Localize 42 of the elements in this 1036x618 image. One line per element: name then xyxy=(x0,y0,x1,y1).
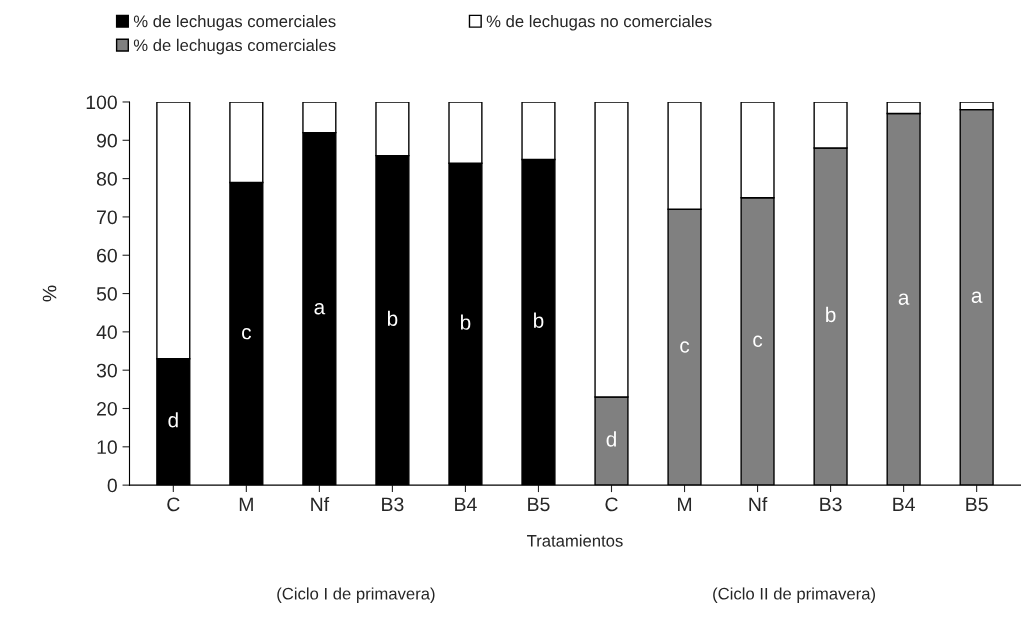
data-label: d xyxy=(606,431,616,447)
x-tick-label: B3 xyxy=(820,497,842,512)
text: (Ciclo I de primavera) xyxy=(277,587,435,603)
y-tick-label: 40 xyxy=(96,325,117,340)
legend-label: % de lechugas comerciales xyxy=(133,15,336,31)
x-tick-label: Nf xyxy=(311,496,330,512)
x-tick-label: Nf xyxy=(749,496,768,512)
y-tick-label: 100 xyxy=(86,95,117,110)
x-tick-label: C xyxy=(605,497,618,512)
data-label: c xyxy=(242,327,252,340)
y-tick-label: 70 xyxy=(97,210,117,225)
legend-label: % de lechugas no comerciales xyxy=(486,15,712,31)
data-label: c xyxy=(680,341,690,353)
data-label: a xyxy=(314,303,326,315)
y-tick-label: 60 xyxy=(97,248,117,263)
y-tick-label: 10 xyxy=(97,440,117,455)
y-tick-label: 20 xyxy=(97,401,117,416)
data-label: b xyxy=(534,312,544,328)
x-tick-label: B4 xyxy=(455,497,477,512)
legend-label: % de lechugas comerciales xyxy=(133,38,336,55)
x-tick-label: B4 xyxy=(893,497,915,512)
data-label: b xyxy=(460,314,471,330)
y-tick-label: 30 xyxy=(96,363,117,378)
y-tick-label: 90 xyxy=(96,133,117,148)
x-tick-label: M xyxy=(678,497,692,512)
data-label: b xyxy=(826,306,836,323)
data-label: a xyxy=(971,291,983,303)
data-label: a xyxy=(898,293,910,305)
y-tick-label: 0 xyxy=(107,478,117,493)
x-tick-label: B3 xyxy=(382,497,404,512)
x-tick-label: B5 xyxy=(528,497,550,512)
x-axis-title: Tratamientos xyxy=(527,534,623,547)
x-tick-label: C xyxy=(167,497,180,512)
data-label: b xyxy=(387,310,398,326)
x-tick-label: B5 xyxy=(966,497,988,512)
y-tick-label: 80 xyxy=(96,172,117,186)
text: (Ciclo II de primavera) xyxy=(713,587,876,603)
data-label: d xyxy=(168,412,178,428)
y-axis-title: % xyxy=(42,285,57,302)
data-label: c xyxy=(753,335,763,348)
y-tick-label: 50 xyxy=(96,287,117,301)
x-tick-label: M xyxy=(239,497,253,512)
